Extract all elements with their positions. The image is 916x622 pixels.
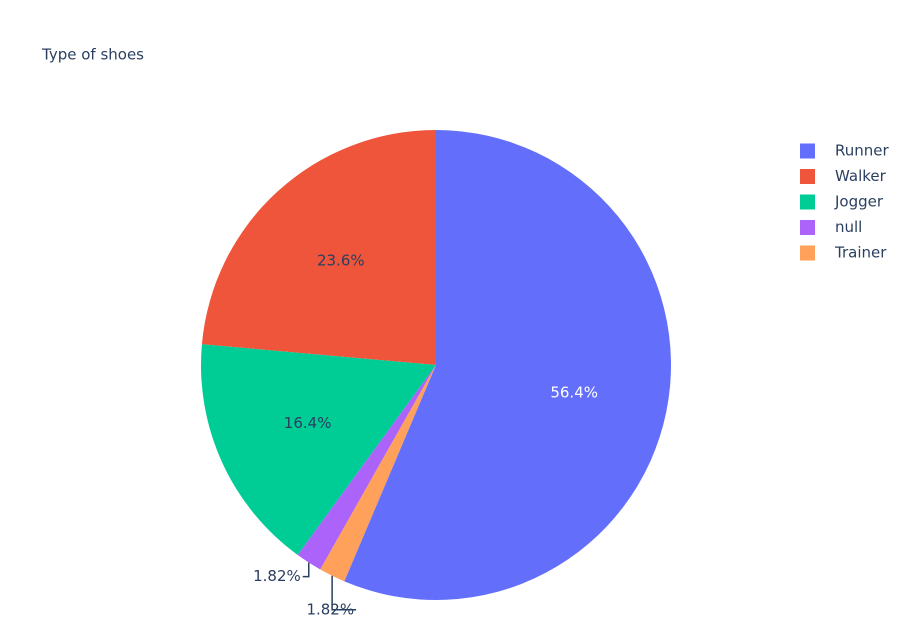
legend-swatch bbox=[800, 194, 815, 210]
slice-label: 23.6% bbox=[317, 251, 365, 269]
legend-swatch bbox=[800, 143, 815, 159]
leader-line bbox=[331, 575, 357, 611]
legend-swatch bbox=[800, 245, 815, 261]
pie-slice bbox=[344, 130, 671, 600]
legend-label: Jogger bbox=[834, 193, 884, 211]
legend-label: null bbox=[835, 218, 862, 236]
chart-title: Type of shoes bbox=[41, 46, 144, 64]
legend-label: Walker bbox=[835, 167, 887, 185]
pie-slice bbox=[297, 365, 436, 570]
slice-label: 1.82% bbox=[306, 600, 354, 618]
slice-label: 56.4% bbox=[550, 384, 598, 402]
pie-slice bbox=[320, 365, 436, 582]
leader-line bbox=[302, 562, 310, 578]
legend-swatch bbox=[800, 220, 815, 235]
legend-label: Runner bbox=[835, 142, 889, 160]
slice-label: 16.4% bbox=[284, 414, 332, 432]
legend-label: Trainer bbox=[834, 244, 887, 262]
pie-slice bbox=[201, 130, 436, 365]
legend-swatch bbox=[800, 169, 815, 184]
slice-label: 1.82% bbox=[253, 567, 301, 585]
pie-slice bbox=[201, 344, 436, 555]
